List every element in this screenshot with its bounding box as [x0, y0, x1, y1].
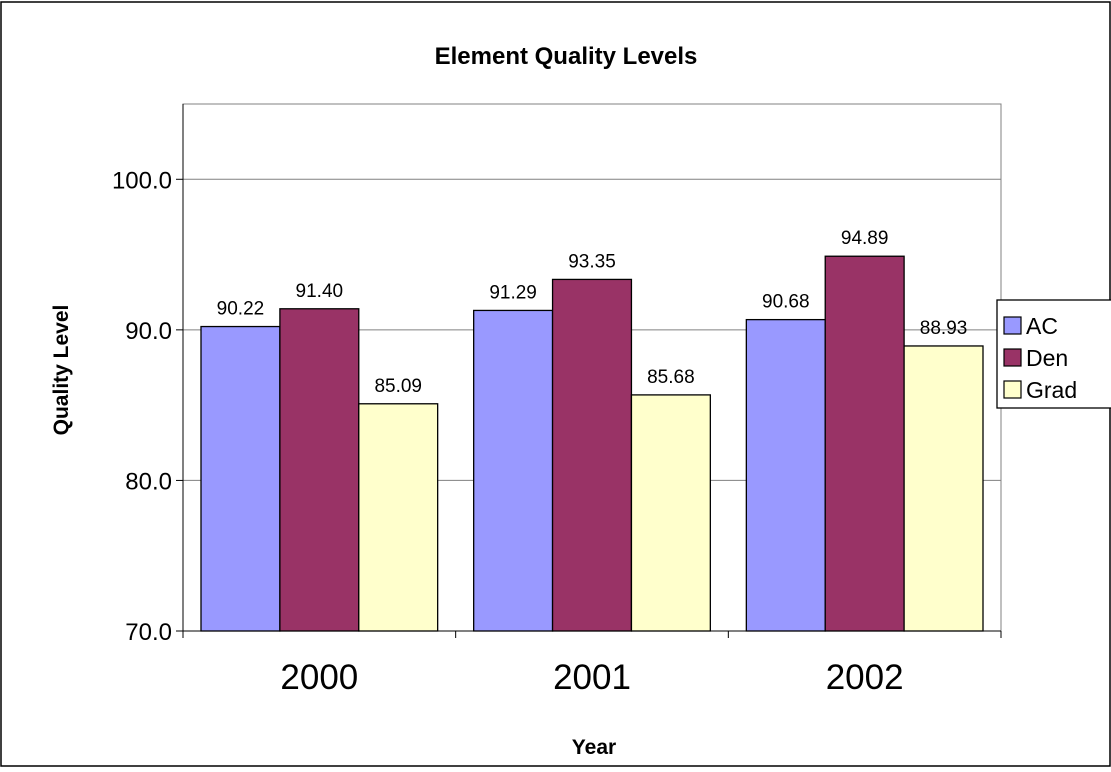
data-label: 90.68 — [762, 292, 810, 313]
bar-grad-2002 — [903, 345, 984, 632]
data-label: 90.22 — [217, 299, 265, 320]
data-label: 85.68 — [647, 367, 695, 388]
bar-den-2002 — [824, 255, 905, 632]
x-axis-label: Year — [572, 736, 616, 759]
y-tick-label: 100.0 — [112, 167, 172, 194]
data-label: 88.93 — [920, 318, 968, 339]
x-tick-label: 2001 — [553, 658, 631, 697]
bar-ac-2002 — [745, 318, 826, 632]
legend-label-den: Den — [1026, 345, 1068, 371]
plot-area: 70.0 80.0 90.0 100.0 90.22 91.40 85.09 2000 91.2… — [112, 103, 1002, 697]
legend-swatch-den — [1003, 348, 1022, 367]
bar-den-2000 — [279, 308, 360, 632]
bar-grad-2000 — [358, 403, 439, 632]
data-label: 93.35 — [568, 251, 616, 272]
data-label: 91.40 — [296, 281, 344, 302]
data-label: 91.29 — [489, 282, 537, 303]
data-label: 85.09 — [374, 376, 422, 397]
legend-swatch-ac — [1003, 316, 1022, 335]
bar-den-2001 — [551, 278, 633, 632]
y-tick-label: 80.0 — [125, 468, 172, 495]
bar-ac-2000 — [200, 325, 281, 632]
y-axis-label: Quality Level — [50, 305, 73, 436]
bar-ac-2001 — [473, 309, 554, 632]
legend-swatch-grad — [1003, 380, 1022, 399]
y-tick-label: 90.0 — [125, 318, 172, 345]
legend-label-grad: Grad — [1026, 377, 1077, 403]
y-tick-label: 70.0 — [125, 619, 172, 646]
legend-label-ac: AC — [1026, 313, 1058, 339]
legend: AC Den Grad — [996, 299, 1111, 409]
x-tick-label: 2002 — [826, 658, 904, 697]
data-label: 94.89 — [841, 228, 889, 249]
bar-grad-2001 — [630, 394, 711, 632]
x-tick-label: 2000 — [280, 658, 358, 697]
chart-title: Element Quality Levels — [435, 43, 698, 70]
